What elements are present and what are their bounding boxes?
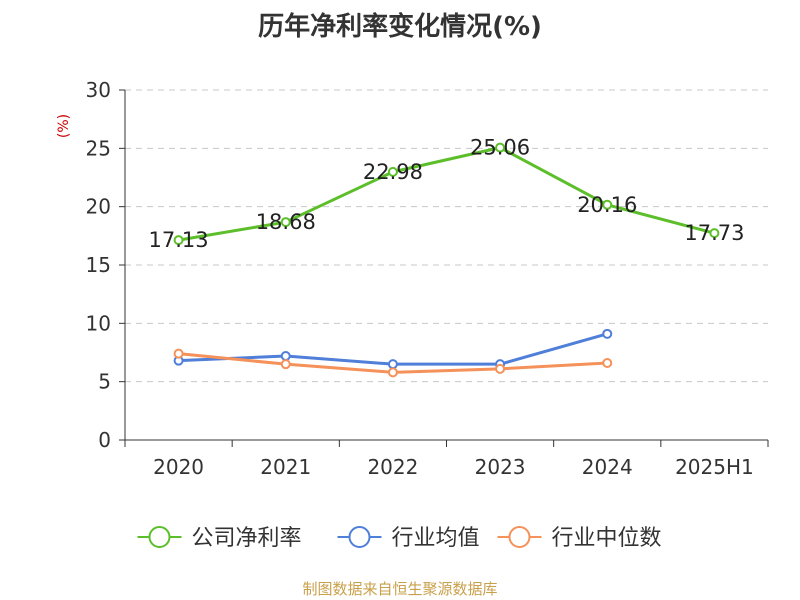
series-0-point-2025H1 <box>709 228 720 239</box>
series-2-point-2020 <box>173 348 184 359</box>
x-tick-label-2024: 2024 <box>582 455 633 479</box>
legend-marker-1 <box>348 526 371 548</box>
series-0-point-2020 <box>173 235 184 246</box>
legend-label-2: 行业中位数 <box>552 526 662 551</box>
series-line-0 <box>178 146 715 242</box>
data-label-2023: 25.06 <box>470 136 530 160</box>
y-axis-unit-label: (%) <box>56 114 72 138</box>
legend-label-0: 公司净利率 <box>192 526 302 551</box>
data-label-2021: 18.68 <box>256 210 316 234</box>
series-1-point-2021 <box>280 351 291 361</box>
data-label-2024: 20.16 <box>577 193 637 217</box>
data-label-2020: 17.13 <box>149 228 209 252</box>
series-lines <box>173 142 720 378</box>
x-tick-label-2021: 2021 <box>260 455 311 479</box>
series-0-point-2021 <box>280 217 291 228</box>
chart-title: 历年净利率变化情况(%) <box>258 12 542 42</box>
data-label-2022: 22.98 <box>363 160 423 184</box>
x-tick-label-2022: 2022 <box>367 455 418 479</box>
series-1-point-2022 <box>387 359 398 370</box>
data-label-2025H1: 17.73 <box>684 221 744 245</box>
series-0-point-2022 <box>387 166 398 177</box>
series-0-point-2023 <box>495 142 506 153</box>
y-tick-label-10: 10 <box>86 311 111 335</box>
series-2-point-2024 <box>602 358 613 368</box>
series-2-point-2022 <box>387 367 398 378</box>
y-tick-label-15: 15 <box>86 253 111 277</box>
data-source-footer: 制图数据来自恒生聚源数据库 <box>302 580 498 598</box>
series-0-point-2024 <box>602 199 613 210</box>
legend-label-1: 行业均值 <box>392 526 480 551</box>
data-labels: 17.13 18.68 22.98 25.06 20.16 17.73 <box>149 136 745 253</box>
series-2-point-2021 <box>280 359 291 370</box>
y-tick-label-30: 30 <box>86 78 111 102</box>
x-tick-label-2020: 2020 <box>153 455 204 479</box>
x-tick-label-2023: 2023 <box>475 455 526 479</box>
axes: 0 5 10 15 20 25 30 2020 2021 2022 2023 2024 2025H1 <box>86 78 769 479</box>
series-1-point-2024 <box>602 328 613 339</box>
y-tick-label-5: 5 <box>98 370 111 394</box>
y-tick-label-25: 25 <box>86 136 111 160</box>
y-tick-label-20: 20 <box>86 195 111 219</box>
legend-marker-0 <box>148 526 171 548</box>
series-2-point-2023 <box>495 363 506 374</box>
legend: 公司净利率 行业均值 行业中位数 <box>137 526 662 551</box>
x-tick-label-2025H1: 2025H1 <box>675 455 754 479</box>
y-tick-label-0: 0 <box>98 428 111 452</box>
legend-marker-2 <box>508 526 531 548</box>
grid-lines <box>125 89 768 383</box>
